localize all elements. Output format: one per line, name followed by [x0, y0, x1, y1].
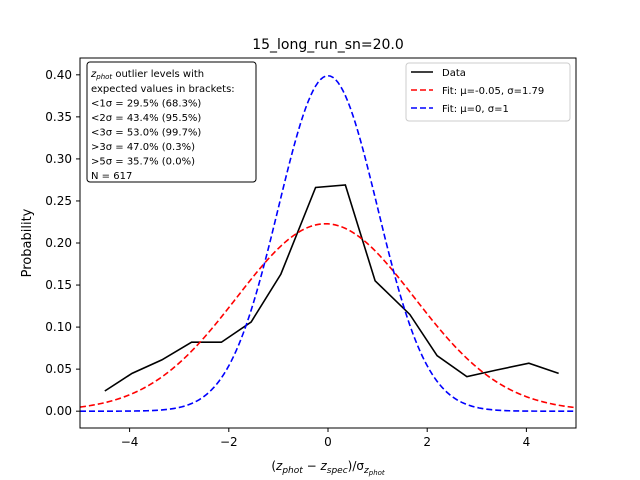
- y-tick-label: 0.40: [45, 68, 72, 82]
- annotation-line-3: <1σ = 29.5% (68.3%): [91, 99, 201, 110]
- y-tick-label: 0.15: [45, 278, 72, 292]
- x-tick-label: 2: [423, 435, 431, 449]
- annotation-line-4: <2σ = 43.4% (95.5%): [91, 113, 201, 124]
- series-line-2: [80, 222, 576, 409]
- y-tick-label: 0.05: [45, 362, 72, 376]
- legend: Data Fit: μ=-0.05, σ=1.79 Fit: μ=0, σ=1: [405, 62, 571, 122]
- y-tick-label: 0.30: [45, 152, 72, 166]
- x-tick-label: −2: [220, 435, 238, 449]
- y-axis-label: Probability: [20, 208, 35, 277]
- annotation-frame: [86, 61, 257, 183]
- legend-frame: [405, 62, 571, 122]
- annotation-line-8: N = 617: [91, 171, 132, 182]
- y-tick-label: 0.25: [45, 194, 72, 208]
- annotation-box: zphot outlier levels with expected value…: [86, 61, 257, 183]
- annotation-line-1: zphot outlier levels with: [90, 69, 204, 81]
- annotation-line-2: expected values in brackets:: [91, 84, 235, 95]
- annotation-lines: expected values in brackets: <1σ = 29.5% …: [91, 84, 235, 182]
- annotation-line-5: <3σ = 53.0% (99.7%): [91, 128, 201, 139]
- chart-title: 15_long_run_sn=20.0: [252, 37, 404, 53]
- annotation-line-6: >3σ = 47.0% (0.3%): [91, 142, 195, 153]
- y-axis-ticks: 0.00 0.05 0.10 0.15 0.20 0.25 0.30 0.35 0.40: [45, 68, 80, 418]
- y-tick-label: 0.35: [45, 110, 72, 124]
- annotation-line-7: >5σ = 35.7% (0.0%): [91, 157, 195, 168]
- y-tick-label: 0.00: [45, 404, 72, 418]
- legend-label: Fit: μ=0, σ=1: [442, 104, 509, 115]
- legend-label: Fit: μ=-0.05, σ=1.79: [442, 86, 544, 97]
- y-tick-label: 0.10: [45, 320, 72, 334]
- x-tick-label: −4: [121, 435, 139, 449]
- series-line-1: [104, 184, 559, 392]
- y-tick-label: 0.20: [45, 236, 72, 250]
- x-axis-ticks: −4 −2 0 2 4: [121, 428, 530, 449]
- series-line-3: [80, 74, 576, 412]
- x-tick-label: 4: [523, 435, 531, 449]
- series-layer: [80, 74, 576, 412]
- x-tick-label: 0: [324, 435, 332, 449]
- plot-area: −4 −2 0 2 4 0.00 0.05 0.10 0.15 0.20 0.25 0.30 0.35…: [45, 57, 577, 449]
- legend-label: Data: [442, 68, 466, 79]
